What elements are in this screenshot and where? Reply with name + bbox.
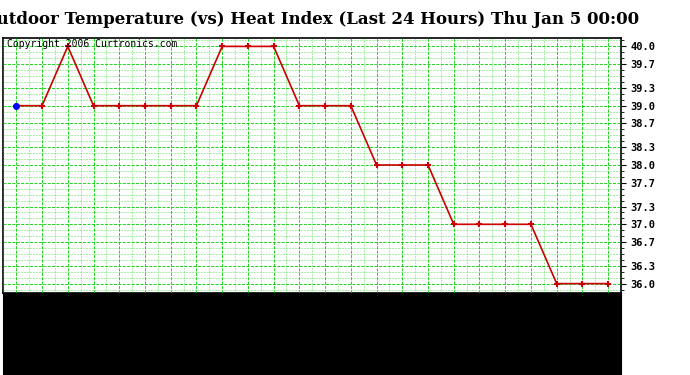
Text: Copyright 2006 Curtronics.com: Copyright 2006 Curtronics.com: [6, 39, 177, 49]
Text: Outdoor Temperature (vs) Heat Index (Last 24 Hours) Thu Jan 5 00:00: Outdoor Temperature (vs) Heat Index (Las…: [0, 11, 639, 28]
